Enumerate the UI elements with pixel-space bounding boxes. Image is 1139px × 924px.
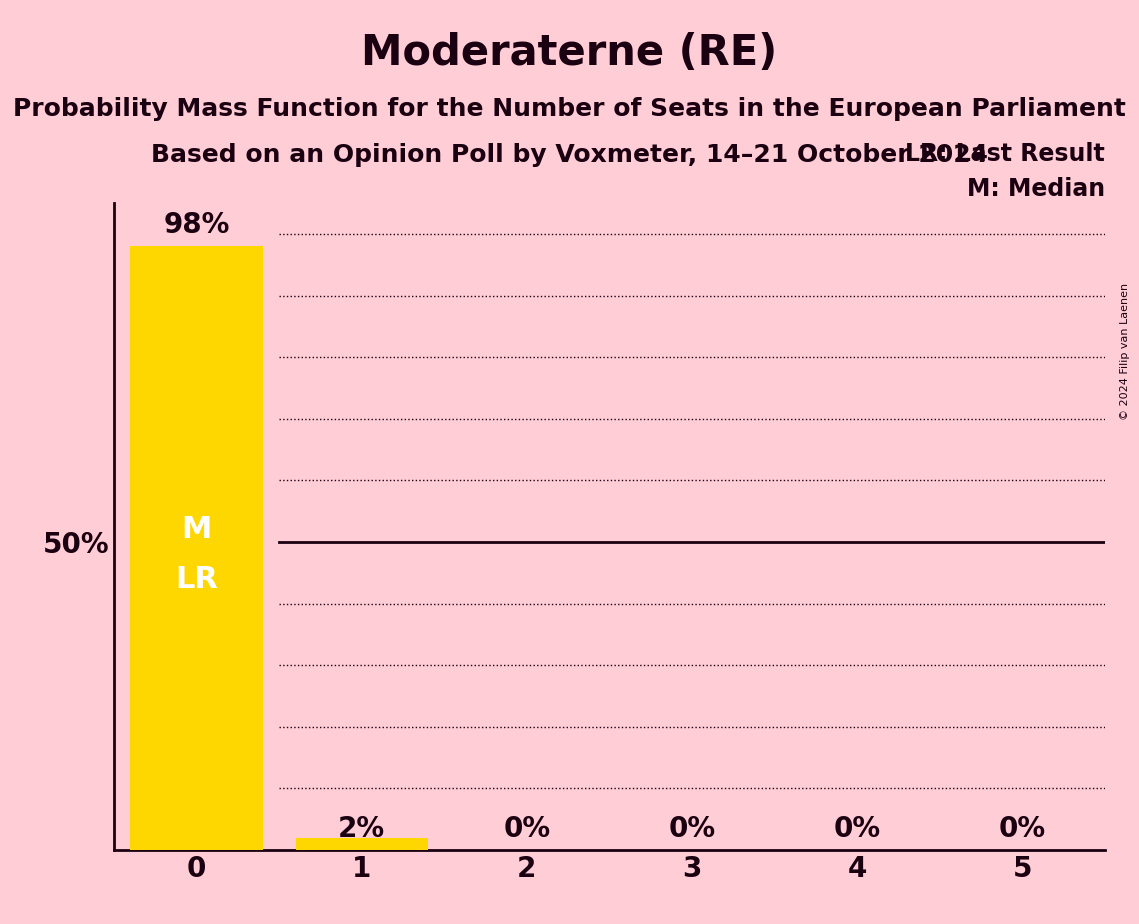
- Text: Moderaterne (RE): Moderaterne (RE): [361, 32, 778, 74]
- Text: M: Median: M: Median: [967, 177, 1105, 201]
- Text: M: M: [181, 516, 212, 544]
- Text: 2%: 2%: [338, 815, 385, 843]
- Text: LR: LR: [175, 565, 218, 593]
- Text: 0%: 0%: [834, 815, 880, 843]
- Text: Probability Mass Function for the Number of Seats in the European Parliament: Probability Mass Function for the Number…: [13, 97, 1126, 121]
- Text: 0%: 0%: [669, 815, 715, 843]
- Text: 98%: 98%: [163, 211, 230, 239]
- Text: LR: Last Result: LR: Last Result: [906, 142, 1105, 165]
- Text: 0%: 0%: [503, 815, 550, 843]
- Bar: [296, 838, 427, 850]
- Text: Based on an Opinion Poll by Voxmeter, 14–21 October 2024: Based on an Opinion Poll by Voxmeter, 14…: [151, 143, 988, 167]
- Text: © 2024 Filip van Laenen: © 2024 Filip van Laenen: [1121, 283, 1130, 419]
- Text: 0%: 0%: [999, 815, 1046, 843]
- Bar: [130, 247, 262, 850]
